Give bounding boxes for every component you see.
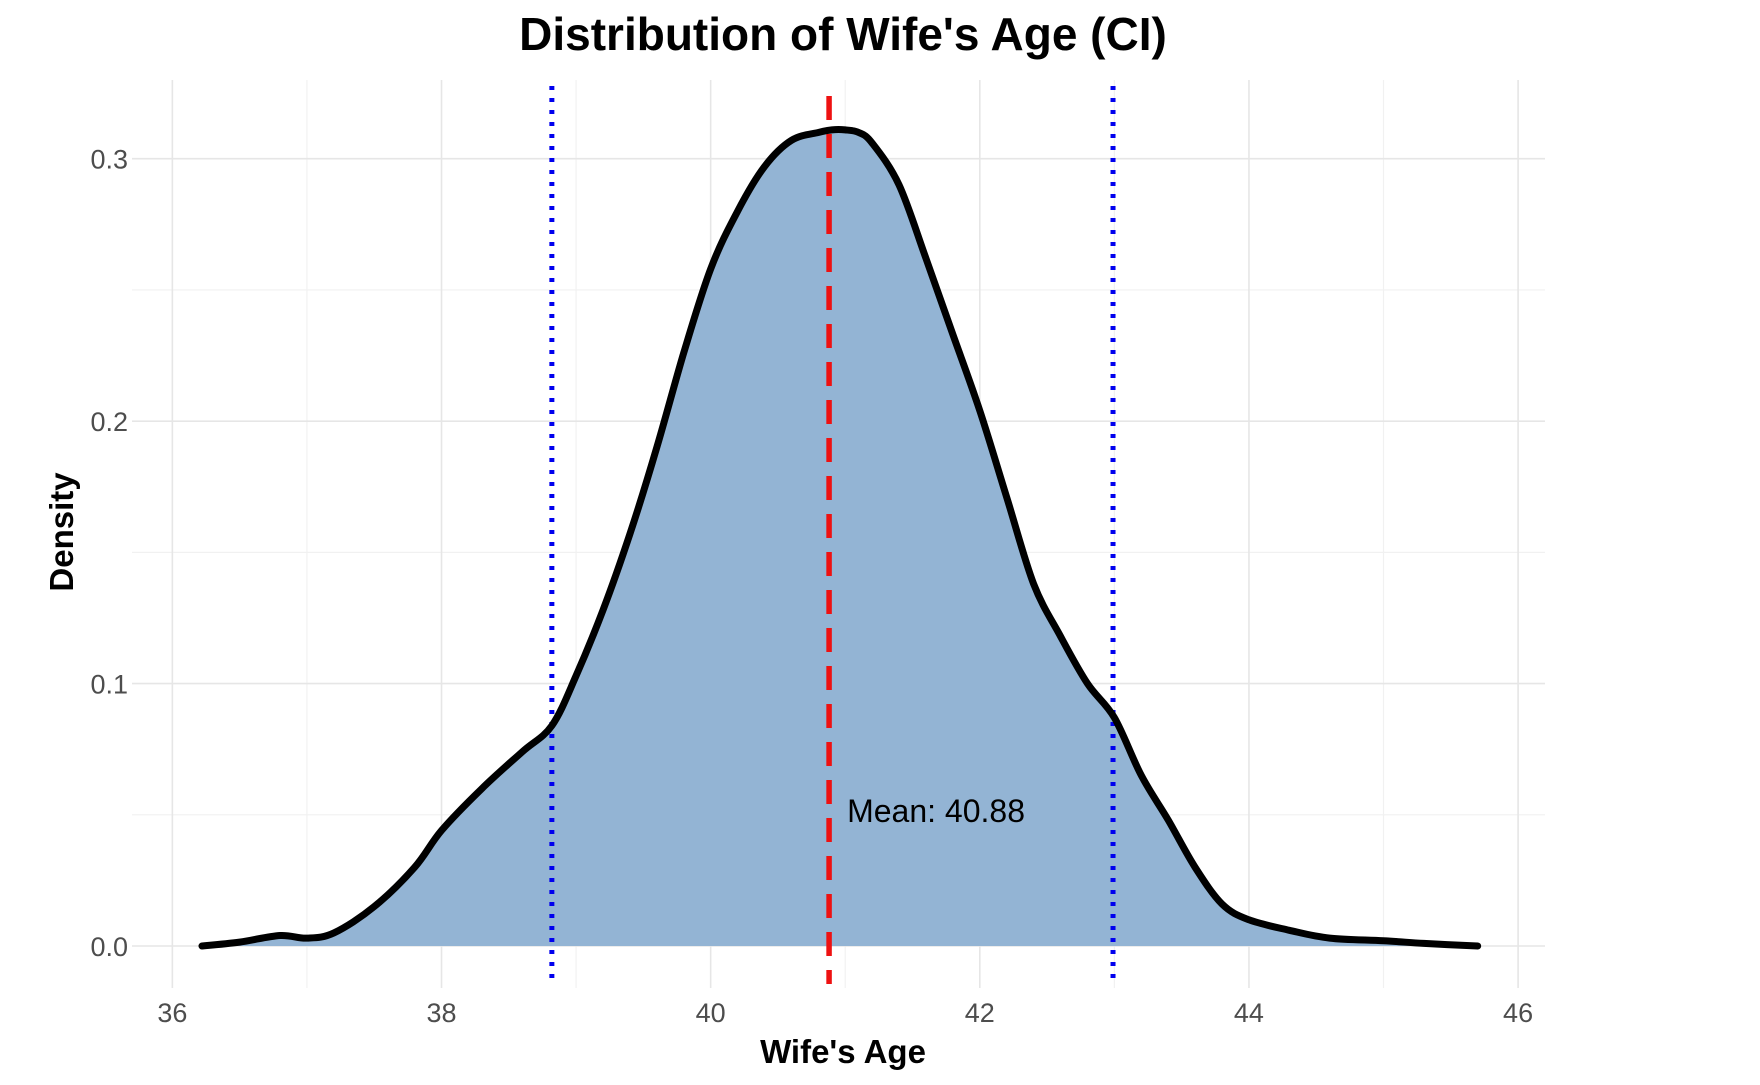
x-axis-title: Wife's Age — [760, 1033, 926, 1070]
x-axis-tick-labels: 36 38 40 42 44 46 — [157, 998, 1533, 1028]
x-tick-label: 38 — [426, 998, 456, 1028]
x-tick-label: 44 — [1234, 998, 1264, 1028]
y-axis-tick-labels: 0.0 0.1 0.2 0.3 — [90, 145, 128, 962]
y-tick-label: 0.1 — [90, 670, 128, 700]
y-tick-label: 0.0 — [90, 932, 128, 962]
y-tick-label: 0.2 — [90, 407, 128, 437]
x-tick-label: 40 — [696, 998, 726, 1028]
x-tick-label: 36 — [157, 998, 187, 1028]
x-tick-label: 42 — [965, 998, 995, 1028]
y-axis-title: Density — [43, 472, 80, 592]
x-tick-label: 46 — [1503, 998, 1533, 1028]
mean-annotation: Mean: 40.88 — [847, 793, 1025, 829]
density-curve-line — [198, 126, 1482, 950]
y-tick-label: 0.3 — [90, 145, 128, 175]
density-area — [202, 129, 1478, 946]
chart-title: Distribution of Wife's Age (CI) — [519, 8, 1167, 60]
